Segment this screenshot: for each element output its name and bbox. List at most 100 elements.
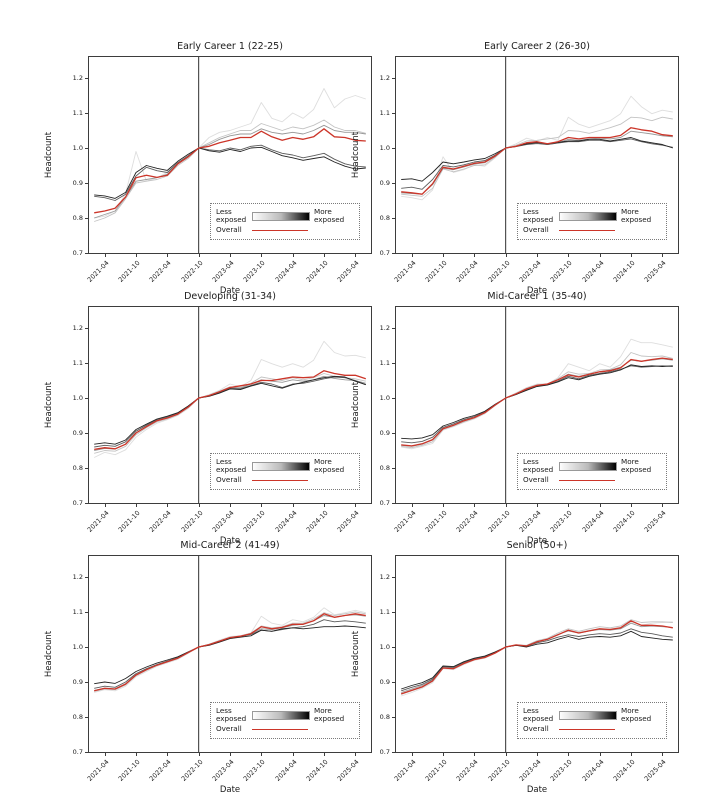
plot-area bbox=[94, 556, 366, 752]
plot-area bbox=[401, 57, 673, 253]
series-quintile-2 bbox=[401, 619, 673, 695]
y-tick-label: 1.0 bbox=[379, 144, 390, 152]
plot-area bbox=[94, 307, 367, 503]
exposure-gradient-swatch bbox=[559, 461, 617, 471]
x-tick-mark bbox=[261, 503, 263, 507]
subplot-mid-career-2: Mid-Career 2 (41-49) Headcount Date Less… bbox=[44, 540, 372, 795]
y-tick-label: 0.7 bbox=[379, 748, 390, 756]
y-tick-label: 0.7 bbox=[72, 748, 83, 756]
overall-line-swatch bbox=[252, 729, 308, 730]
y-tick-label: 1.1 bbox=[379, 359, 390, 367]
x-tick-mark bbox=[292, 752, 294, 756]
legend: Less exposed More exposed Overall bbox=[210, 453, 360, 490]
y-tick-mark bbox=[392, 183, 396, 184]
x-tick-mark bbox=[662, 752, 664, 756]
x-tick-mark bbox=[599, 253, 601, 257]
exposure-gradient-swatch bbox=[252, 461, 310, 471]
series-quintile-3 bbox=[401, 622, 673, 693]
x-tick-mark bbox=[198, 752, 200, 756]
y-tick-label: 0.9 bbox=[72, 678, 83, 686]
y-tick-label: 1.1 bbox=[379, 608, 390, 616]
legend-overall-label: Overall bbox=[216, 225, 242, 234]
y-tick-mark bbox=[392, 647, 396, 648]
legend-less-exposed-label: Less exposed bbox=[523, 207, 554, 224]
series-quintile-2 bbox=[401, 352, 673, 449]
subplot-title: Early Career 1 (22-25) bbox=[177, 41, 283, 52]
y-tick-mark bbox=[85, 752, 89, 753]
legend: Less exposed More exposed Overall bbox=[517, 203, 667, 240]
legend-overall-row: Overall bbox=[216, 725, 354, 733]
y-axis-label: Headcount bbox=[44, 630, 54, 678]
x-tick-mark bbox=[411, 503, 413, 507]
y-tick-label: 1.0 bbox=[379, 643, 390, 651]
x-tick-mark bbox=[292, 253, 294, 257]
y-tick-mark bbox=[392, 717, 396, 718]
x-tick-mark bbox=[474, 752, 476, 756]
x-tick-mark bbox=[443, 503, 444, 507]
x-axis-label: Date bbox=[526, 785, 548, 795]
y-tick-mark bbox=[392, 218, 396, 219]
y-tick-label: 1.1 bbox=[72, 109, 83, 117]
x-tick-mark bbox=[662, 503, 664, 507]
x-tick-mark bbox=[568, 253, 570, 257]
y-tick-mark bbox=[85, 113, 89, 114]
y-tick-mark bbox=[85, 612, 89, 613]
y-tick-label: 0.7 bbox=[379, 249, 390, 257]
x-tick-mark bbox=[292, 503, 294, 507]
legend-less-exposed-label: Less exposed bbox=[523, 706, 554, 723]
plot-area bbox=[400, 556, 673, 752]
legend-overall-row: Overall bbox=[523, 226, 661, 234]
x-tick-mark bbox=[474, 253, 476, 257]
legend-exposure-row: Less exposed More exposed bbox=[216, 458, 354, 474]
x-tick-mark bbox=[230, 503, 231, 507]
y-tick-mark bbox=[85, 647, 89, 648]
y-tick-mark bbox=[392, 682, 396, 683]
x-tick-mark bbox=[198, 253, 200, 257]
legend-overall-row: Overall bbox=[216, 226, 354, 234]
y-tick-label: 0.8 bbox=[379, 214, 390, 222]
series-quintile-5-more-exposed bbox=[94, 146, 366, 199]
series-quintile-4 bbox=[94, 144, 366, 201]
y-tick-label: 1.0 bbox=[72, 394, 83, 402]
subplot-early-career-2: Early Career 2 (26-30) Headcount Date Le… bbox=[351, 41, 679, 296]
x-tick-mark bbox=[324, 503, 325, 507]
legend: Less exposed More exposed Overall bbox=[517, 453, 667, 490]
x-tick-mark bbox=[167, 752, 169, 756]
y-tick-mark bbox=[85, 717, 89, 718]
y-tick-label: 1.2 bbox=[72, 74, 83, 82]
y-tick-label: 0.9 bbox=[379, 179, 390, 187]
subplot-senior: Senior (50+) Headcount Date Less exposed… bbox=[351, 540, 679, 795]
legend-exposure-row: Less exposed More exposed bbox=[216, 208, 354, 224]
x-tick-mark bbox=[136, 253, 137, 257]
y-tick-label: 0.7 bbox=[72, 249, 83, 257]
legend-more-exposed-label: More exposed bbox=[314, 457, 345, 474]
series-quintile-3 bbox=[94, 124, 366, 219]
legend-exposure-row: Less exposed More exposed bbox=[523, 707, 661, 723]
x-tick-mark bbox=[261, 752, 263, 756]
x-tick-mark bbox=[631, 253, 632, 257]
y-tick-mark bbox=[85, 78, 89, 79]
x-tick-mark bbox=[443, 752, 444, 756]
series-quintile-1-less-exposed bbox=[401, 621, 673, 697]
series-quintile-3 bbox=[401, 358, 673, 447]
overall-line-swatch bbox=[252, 480, 308, 481]
subplot-early-career-1: Early Career 1 (22-25) Headcount Date Le… bbox=[44, 41, 372, 296]
y-axis-label: Headcount bbox=[44, 381, 54, 429]
y-tick-mark bbox=[85, 183, 89, 184]
series-quintile-1-less-exposed bbox=[401, 95, 673, 201]
y-tick-label: 1.1 bbox=[72, 608, 83, 616]
x-tick-mark bbox=[505, 752, 507, 756]
x-tick-mark bbox=[104, 503, 106, 507]
y-tick-mark bbox=[85, 328, 89, 329]
x-tick-mark bbox=[505, 503, 507, 507]
x-tick-mark bbox=[355, 253, 357, 257]
series-quintile-1-less-exposed bbox=[94, 607, 366, 693]
x-axis-label: Date bbox=[526, 536, 548, 546]
plot-area bbox=[94, 57, 366, 253]
y-tick-label: 0.9 bbox=[72, 429, 83, 437]
y-tick-label: 1.2 bbox=[72, 573, 83, 581]
subplot-mid-career-1: Mid-Career 1 (35-40) Headcount Date Less… bbox=[351, 291, 679, 546]
exposure-gradient-swatch bbox=[252, 211, 310, 221]
series-overall bbox=[401, 357, 673, 447]
y-tick-mark bbox=[392, 503, 396, 504]
